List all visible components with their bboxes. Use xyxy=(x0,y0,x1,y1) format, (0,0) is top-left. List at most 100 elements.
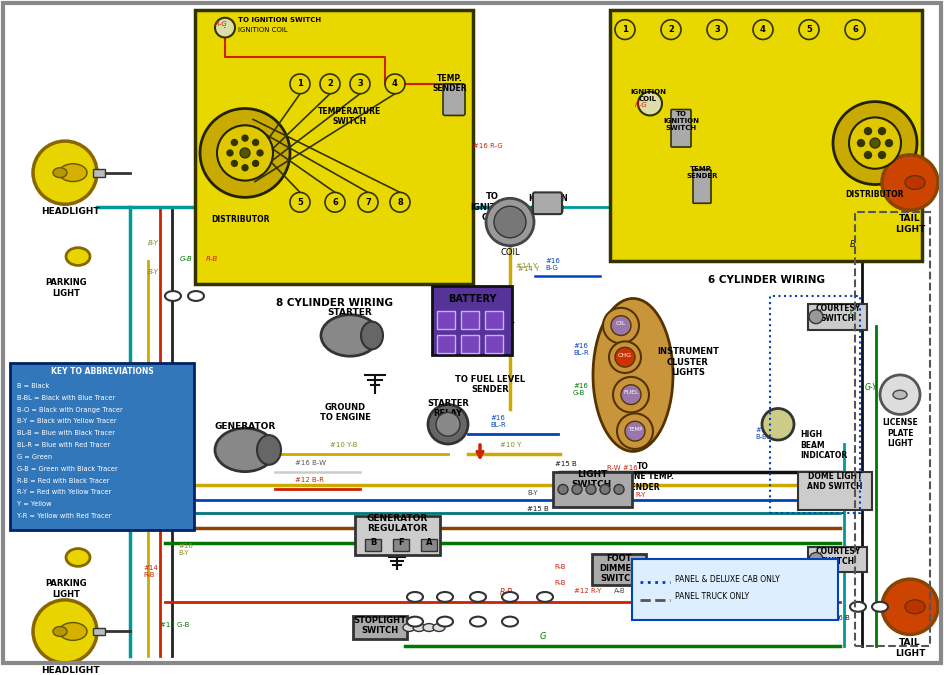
Circle shape xyxy=(33,141,97,205)
Text: 8 CYLINDER WIRING: 8 CYLINDER WIRING xyxy=(276,298,393,308)
Text: BATTERY: BATTERY xyxy=(447,294,497,304)
Ellipse shape xyxy=(321,315,379,356)
Text: Y = Yellow: Y = Yellow xyxy=(17,502,52,507)
Text: TEMP.
SENDER: TEMP. SENDER xyxy=(686,166,717,179)
Text: TO IGNITION SWITCH: TO IGNITION SWITCH xyxy=(238,17,321,23)
Text: #12 G-B: #12 G-B xyxy=(160,622,190,628)
Ellipse shape xyxy=(59,622,87,641)
Bar xyxy=(393,539,409,551)
Ellipse shape xyxy=(361,322,383,349)
Circle shape xyxy=(33,600,97,663)
Circle shape xyxy=(809,553,823,566)
Ellipse shape xyxy=(502,592,518,602)
Ellipse shape xyxy=(433,624,445,632)
Text: B-Y: B-Y xyxy=(148,240,159,246)
Circle shape xyxy=(390,192,410,212)
Text: B-Y: B-Y xyxy=(148,269,159,275)
Text: PANEL TRUCK ONLY: PANEL TRUCK ONLY xyxy=(675,593,750,601)
Text: IGNITION
SWITCH: IGNITION SWITCH xyxy=(528,194,568,214)
Text: #12 B-R: #12 B-R xyxy=(295,477,324,483)
Ellipse shape xyxy=(850,602,866,612)
Circle shape xyxy=(615,348,635,367)
Circle shape xyxy=(494,207,526,238)
Text: R-W #16: R-W #16 xyxy=(607,464,638,470)
Bar xyxy=(485,310,503,329)
Text: R-Y = Red with Yellow Tracer: R-Y = Red with Yellow Tracer xyxy=(17,489,111,495)
Text: #16 B: #16 B xyxy=(828,615,850,620)
Circle shape xyxy=(586,485,596,494)
Ellipse shape xyxy=(53,167,67,178)
Text: PARKING
LIGHT: PARKING LIGHT xyxy=(45,278,87,298)
Circle shape xyxy=(242,165,248,171)
Text: HIGH
BEAM
INDICATOR: HIGH BEAM INDICATOR xyxy=(800,430,848,460)
Ellipse shape xyxy=(470,617,486,626)
Text: G-B: G-B xyxy=(180,256,193,263)
Text: DISTRIBUTOR: DISTRIBUTOR xyxy=(846,190,904,199)
Text: COIL: COIL xyxy=(500,248,520,256)
Text: LICENSE
PLATE
LIGHT: LICENSE PLATE LIGHT xyxy=(882,418,918,448)
Text: FUEL: FUEL xyxy=(623,390,639,395)
Circle shape xyxy=(865,152,871,159)
Ellipse shape xyxy=(502,617,518,626)
Text: B = Black: B = Black xyxy=(17,383,49,389)
Text: #16 B-W: #16 B-W xyxy=(295,460,326,466)
Text: INSTRUMENT
CLUSTER
LIGHTS: INSTRUMENT CLUSTER LIGHTS xyxy=(657,348,719,377)
Ellipse shape xyxy=(437,592,453,602)
Text: TO
OIL PRESS.
SENDER: TO OIL PRESS. SENDER xyxy=(464,306,515,335)
Bar xyxy=(355,516,440,556)
FancyBboxPatch shape xyxy=(610,10,922,261)
Text: 6: 6 xyxy=(332,198,338,207)
Circle shape xyxy=(799,20,819,39)
Text: TAIL
LIGHT: TAIL LIGHT xyxy=(895,639,925,657)
Text: ·: · xyxy=(223,23,227,32)
FancyBboxPatch shape xyxy=(533,192,562,214)
Circle shape xyxy=(809,310,823,323)
Text: PANEL & DELUXE CAB ONLY: PANEL & DELUXE CAB ONLY xyxy=(675,574,780,584)
Circle shape xyxy=(603,308,639,344)
Circle shape xyxy=(880,375,920,414)
Ellipse shape xyxy=(437,617,453,626)
Text: CHG: CHG xyxy=(618,353,632,358)
Text: #16
B-G: #16 B-G xyxy=(545,259,560,271)
Circle shape xyxy=(290,74,310,94)
FancyBboxPatch shape xyxy=(443,84,465,115)
Bar xyxy=(461,335,479,353)
Text: TEMPERATURE
SWITCH: TEMPERATURE SWITCH xyxy=(318,107,381,126)
FancyBboxPatch shape xyxy=(808,304,867,329)
FancyBboxPatch shape xyxy=(10,363,194,530)
Text: B: B xyxy=(370,538,377,547)
Circle shape xyxy=(240,148,250,158)
Circle shape xyxy=(290,192,310,212)
Ellipse shape xyxy=(188,291,204,301)
Circle shape xyxy=(865,128,871,134)
Text: TO FUEL LEVEL
SENDER: TO FUEL LEVEL SENDER xyxy=(455,375,525,394)
Bar xyxy=(93,628,105,635)
Text: #15 B: #15 B xyxy=(527,506,548,512)
Text: TEMP.
SENDER: TEMP. SENDER xyxy=(432,74,467,93)
Circle shape xyxy=(428,404,468,444)
Text: 8: 8 xyxy=(397,198,403,207)
FancyBboxPatch shape xyxy=(195,10,473,284)
Circle shape xyxy=(614,485,624,494)
FancyBboxPatch shape xyxy=(353,616,407,639)
Text: 3: 3 xyxy=(357,80,362,88)
Circle shape xyxy=(227,150,233,156)
Text: BL-R = Blue with Red Tracer: BL-R = Blue with Red Tracer xyxy=(17,442,110,448)
Text: G-Y: G-Y xyxy=(865,383,878,392)
Circle shape xyxy=(320,74,340,94)
Text: R-B: R-B xyxy=(206,256,218,263)
Text: BL-B = Blue with Black Tracer: BL-B = Blue with Black Tracer xyxy=(17,430,115,436)
Circle shape xyxy=(436,412,460,436)
Ellipse shape xyxy=(537,592,553,602)
Text: 1: 1 xyxy=(297,80,303,88)
Text: 2: 2 xyxy=(668,25,674,34)
Text: STOPLIGHT
SWITCH: STOPLIGHT SWITCH xyxy=(354,616,407,635)
Circle shape xyxy=(600,485,610,494)
Text: #16
B-BL: #16 B-BL xyxy=(755,427,770,440)
Text: B-O = Black with Orange Tracer: B-O = Black with Orange Tracer xyxy=(17,406,123,412)
Text: TO
IGNITION
SWITCH: TO IGNITION SWITCH xyxy=(663,111,699,130)
Circle shape xyxy=(762,408,794,440)
Text: 3: 3 xyxy=(714,25,720,34)
FancyBboxPatch shape xyxy=(798,472,872,510)
Text: #16
BL-R: #16 BL-R xyxy=(573,343,589,356)
